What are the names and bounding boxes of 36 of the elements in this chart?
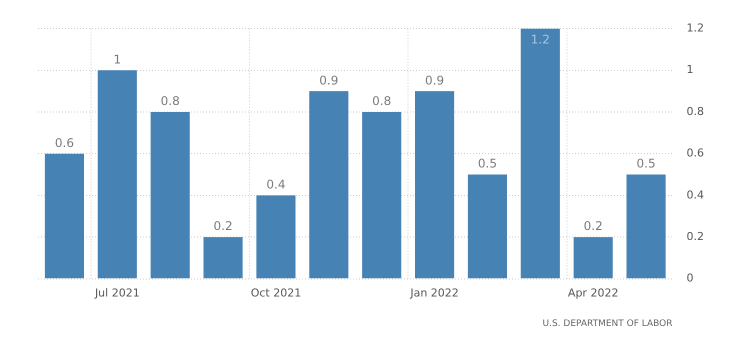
bar [150, 112, 190, 278]
x-tick-label: Jul 2021 [94, 286, 140, 300]
bar [204, 237, 243, 278]
data-label: 0.2 [584, 219, 603, 234]
data-label: 0.8 [372, 94, 392, 108]
y-tick-label: 0.4 [686, 188, 704, 202]
y-tick-label: 1.2 [686, 21, 704, 34]
bar [44, 154, 84, 278]
data-label: 0.2 [214, 219, 233, 234]
bar [362, 112, 402, 278]
y-tick-label: 0.8 [686, 104, 704, 118]
y-tick-label: 1 [686, 63, 694, 76]
data-label: 1.2 [530, 32, 550, 47]
data-label: 0.5 [636, 156, 656, 171]
data-label: 1 [113, 52, 122, 66]
data-label: 0.6 [54, 136, 74, 150]
data-label: 0.4 [266, 178, 286, 192]
bar [626, 174, 666, 278]
data-label: 0.8 [160, 94, 180, 108]
data-label: 0.9 [425, 73, 444, 88]
y-tick-label: 0 [686, 272, 694, 285]
data-label: 0.5 [478, 156, 497, 171]
y-tick-label: 0.2 [686, 230, 704, 243]
bar [520, 28, 560, 278]
bar [574, 237, 613, 278]
bar [309, 91, 348, 278]
x-tick-label: Apr 2022 [568, 286, 618, 300]
bar [98, 70, 137, 278]
text: U.S. DEPARTMENT OF LABOR [542, 318, 673, 329]
bar [256, 195, 296, 278]
bar [468, 174, 508, 278]
x-tick-label: Oct 2021 [250, 286, 302, 300]
x-tick-label: Jan 2022 [409, 286, 459, 300]
data-label: 0.9 [319, 73, 338, 88]
bar [415, 91, 454, 278]
y-tick-label: 0.6 [686, 146, 704, 160]
